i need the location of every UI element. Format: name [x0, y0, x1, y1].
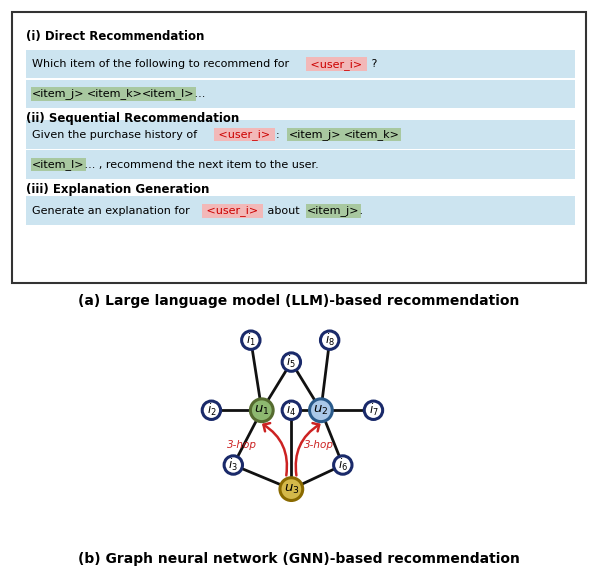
Circle shape — [202, 401, 221, 419]
Text: $\mathit{u}_{1}$: $\mathit{u}_{1}$ — [254, 404, 270, 417]
FancyArrowPatch shape — [264, 423, 287, 475]
FancyBboxPatch shape — [12, 12, 586, 283]
Text: $\mathit{i}_{7}$: $\mathit{i}_{7}$ — [368, 402, 379, 418]
Text: Generate an explanation for: Generate an explanation for — [32, 206, 193, 215]
Text: 3-hop: 3-hop — [227, 440, 257, 450]
Text: (a) Large language model (LLM)-based recommendation: (a) Large language model (LLM)-based rec… — [78, 294, 520, 308]
Text: (ii) Sequential Recommendation: (ii) Sequential Recommendation — [26, 113, 240, 126]
Text: <user_i>: <user_i> — [307, 58, 366, 69]
Text: $\mathit{u}_{2}$: $\mathit{u}_{2}$ — [313, 404, 328, 417]
Circle shape — [364, 401, 383, 419]
Text: <item_l>: <item_l> — [142, 89, 194, 99]
Text: ... , recommend the next item to the user.: ... , recommend the next item to the use… — [81, 159, 319, 169]
Text: $\mathit{i}_{4}$: $\mathit{i}_{4}$ — [286, 402, 297, 418]
Text: $\mathit{u}_{3}$: $\mathit{u}_{3}$ — [283, 482, 299, 496]
FancyBboxPatch shape — [26, 150, 575, 179]
Text: about: about — [264, 206, 303, 215]
Text: (b) Graph neural network (GNN)-based recommendation: (b) Graph neural network (GNN)-based rec… — [78, 552, 520, 566]
Text: <item_k>: <item_k> — [87, 89, 143, 99]
FancyBboxPatch shape — [26, 196, 575, 225]
Circle shape — [334, 456, 352, 474]
Circle shape — [282, 353, 301, 371]
Text: Which item of the following to recommend for: Which item of the following to recommend… — [32, 59, 292, 69]
Text: <item_j>: <item_j> — [289, 129, 341, 140]
Text: $\mathit{i}_{2}$: $\mathit{i}_{2}$ — [206, 402, 216, 418]
Text: (iii) Explanation Generation: (iii) Explanation Generation — [26, 183, 210, 196]
Circle shape — [310, 399, 332, 422]
Text: <user_i>: <user_i> — [215, 129, 274, 140]
Text: $\mathit{i}_{8}$: $\mathit{i}_{8}$ — [325, 332, 335, 348]
Text: <item_k>: <item_k> — [344, 129, 399, 140]
Text: Given the purchase history of: Given the purchase history of — [32, 130, 201, 140]
Circle shape — [282, 401, 301, 419]
Text: <item_l>: <item_l> — [32, 159, 84, 170]
FancyBboxPatch shape — [26, 120, 575, 149]
Text: <item_j>: <item_j> — [32, 89, 84, 99]
Text: 3-hop: 3-hop — [304, 440, 334, 450]
Text: $\mathit{i}_{3}$: $\mathit{i}_{3}$ — [228, 457, 238, 473]
Text: $\mathit{i}_{5}$: $\mathit{i}_{5}$ — [286, 354, 296, 370]
Text: .: . — [356, 206, 363, 215]
FancyBboxPatch shape — [26, 50, 575, 78]
FancyArrowPatch shape — [296, 423, 319, 475]
Circle shape — [321, 331, 339, 349]
Text: ?: ? — [368, 59, 377, 69]
Text: (i) Direct Recommendation: (i) Direct Recommendation — [26, 30, 205, 43]
Circle shape — [224, 456, 243, 474]
Circle shape — [242, 331, 260, 349]
Text: <item_j>: <item_j> — [307, 206, 359, 216]
Text: $\mathit{i}_{6}$: $\mathit{i}_{6}$ — [338, 457, 348, 473]
Circle shape — [251, 399, 273, 422]
Text: ...: ... — [191, 89, 205, 99]
FancyBboxPatch shape — [26, 79, 575, 108]
Text: <user_i>: <user_i> — [203, 206, 262, 216]
Text: :: : — [276, 130, 283, 140]
Text: $\mathit{i}_{1}$: $\mathit{i}_{1}$ — [246, 332, 256, 348]
Circle shape — [280, 478, 303, 500]
